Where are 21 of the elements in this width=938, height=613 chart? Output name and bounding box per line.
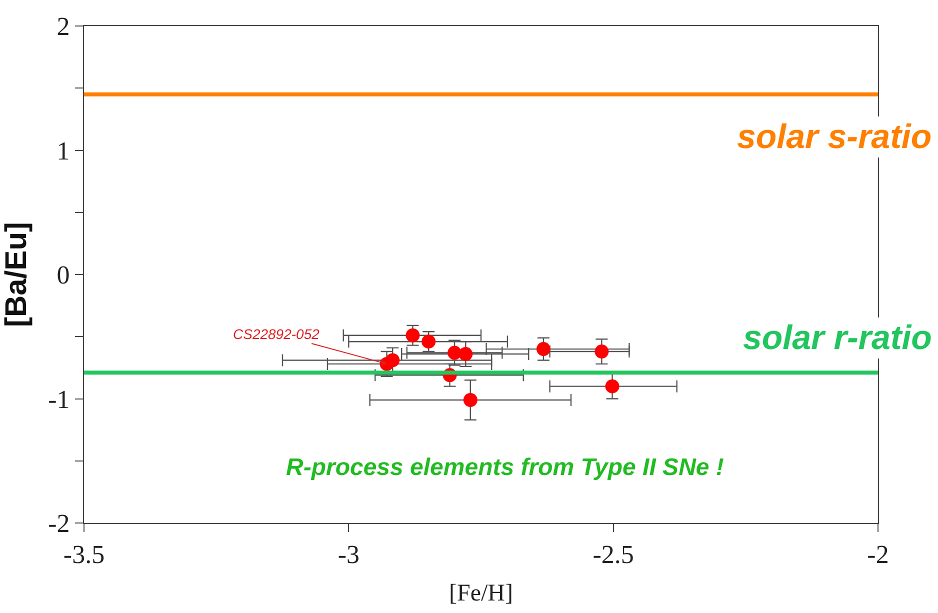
x-axis-title: [Fe/H]: [449, 580, 513, 606]
y-tick-label: -2: [48, 509, 70, 538]
point: [386, 353, 400, 368]
y-tick-label: -1: [48, 384, 70, 414]
y-tick-label: 2: [56, 12, 70, 42]
y-tick-label: 1: [56, 136, 70, 166]
point: [463, 392, 478, 407]
ref-line-label: solar s-ratio: [737, 118, 932, 156]
x-tick-label: -3: [338, 540, 360, 570]
ref-line-label: solar r-ratio: [743, 319, 932, 357]
point: [594, 344, 609, 359]
x-tick-label: -2.5: [592, 540, 634, 570]
y-tick-label: 0: [56, 260, 70, 290]
annotation: R-process elements from Type II SNe !: [286, 454, 724, 481]
point: [536, 342, 550, 356]
annotation: CS22892-052: [233, 326, 320, 342]
point: [605, 379, 620, 394]
x-tick-label: -3.5: [63, 540, 105, 570]
x-tick-label: -2: [867, 540, 889, 570]
y-axis-title: [Ba/Eu]: [0, 222, 33, 327]
point: [458, 347, 473, 362]
